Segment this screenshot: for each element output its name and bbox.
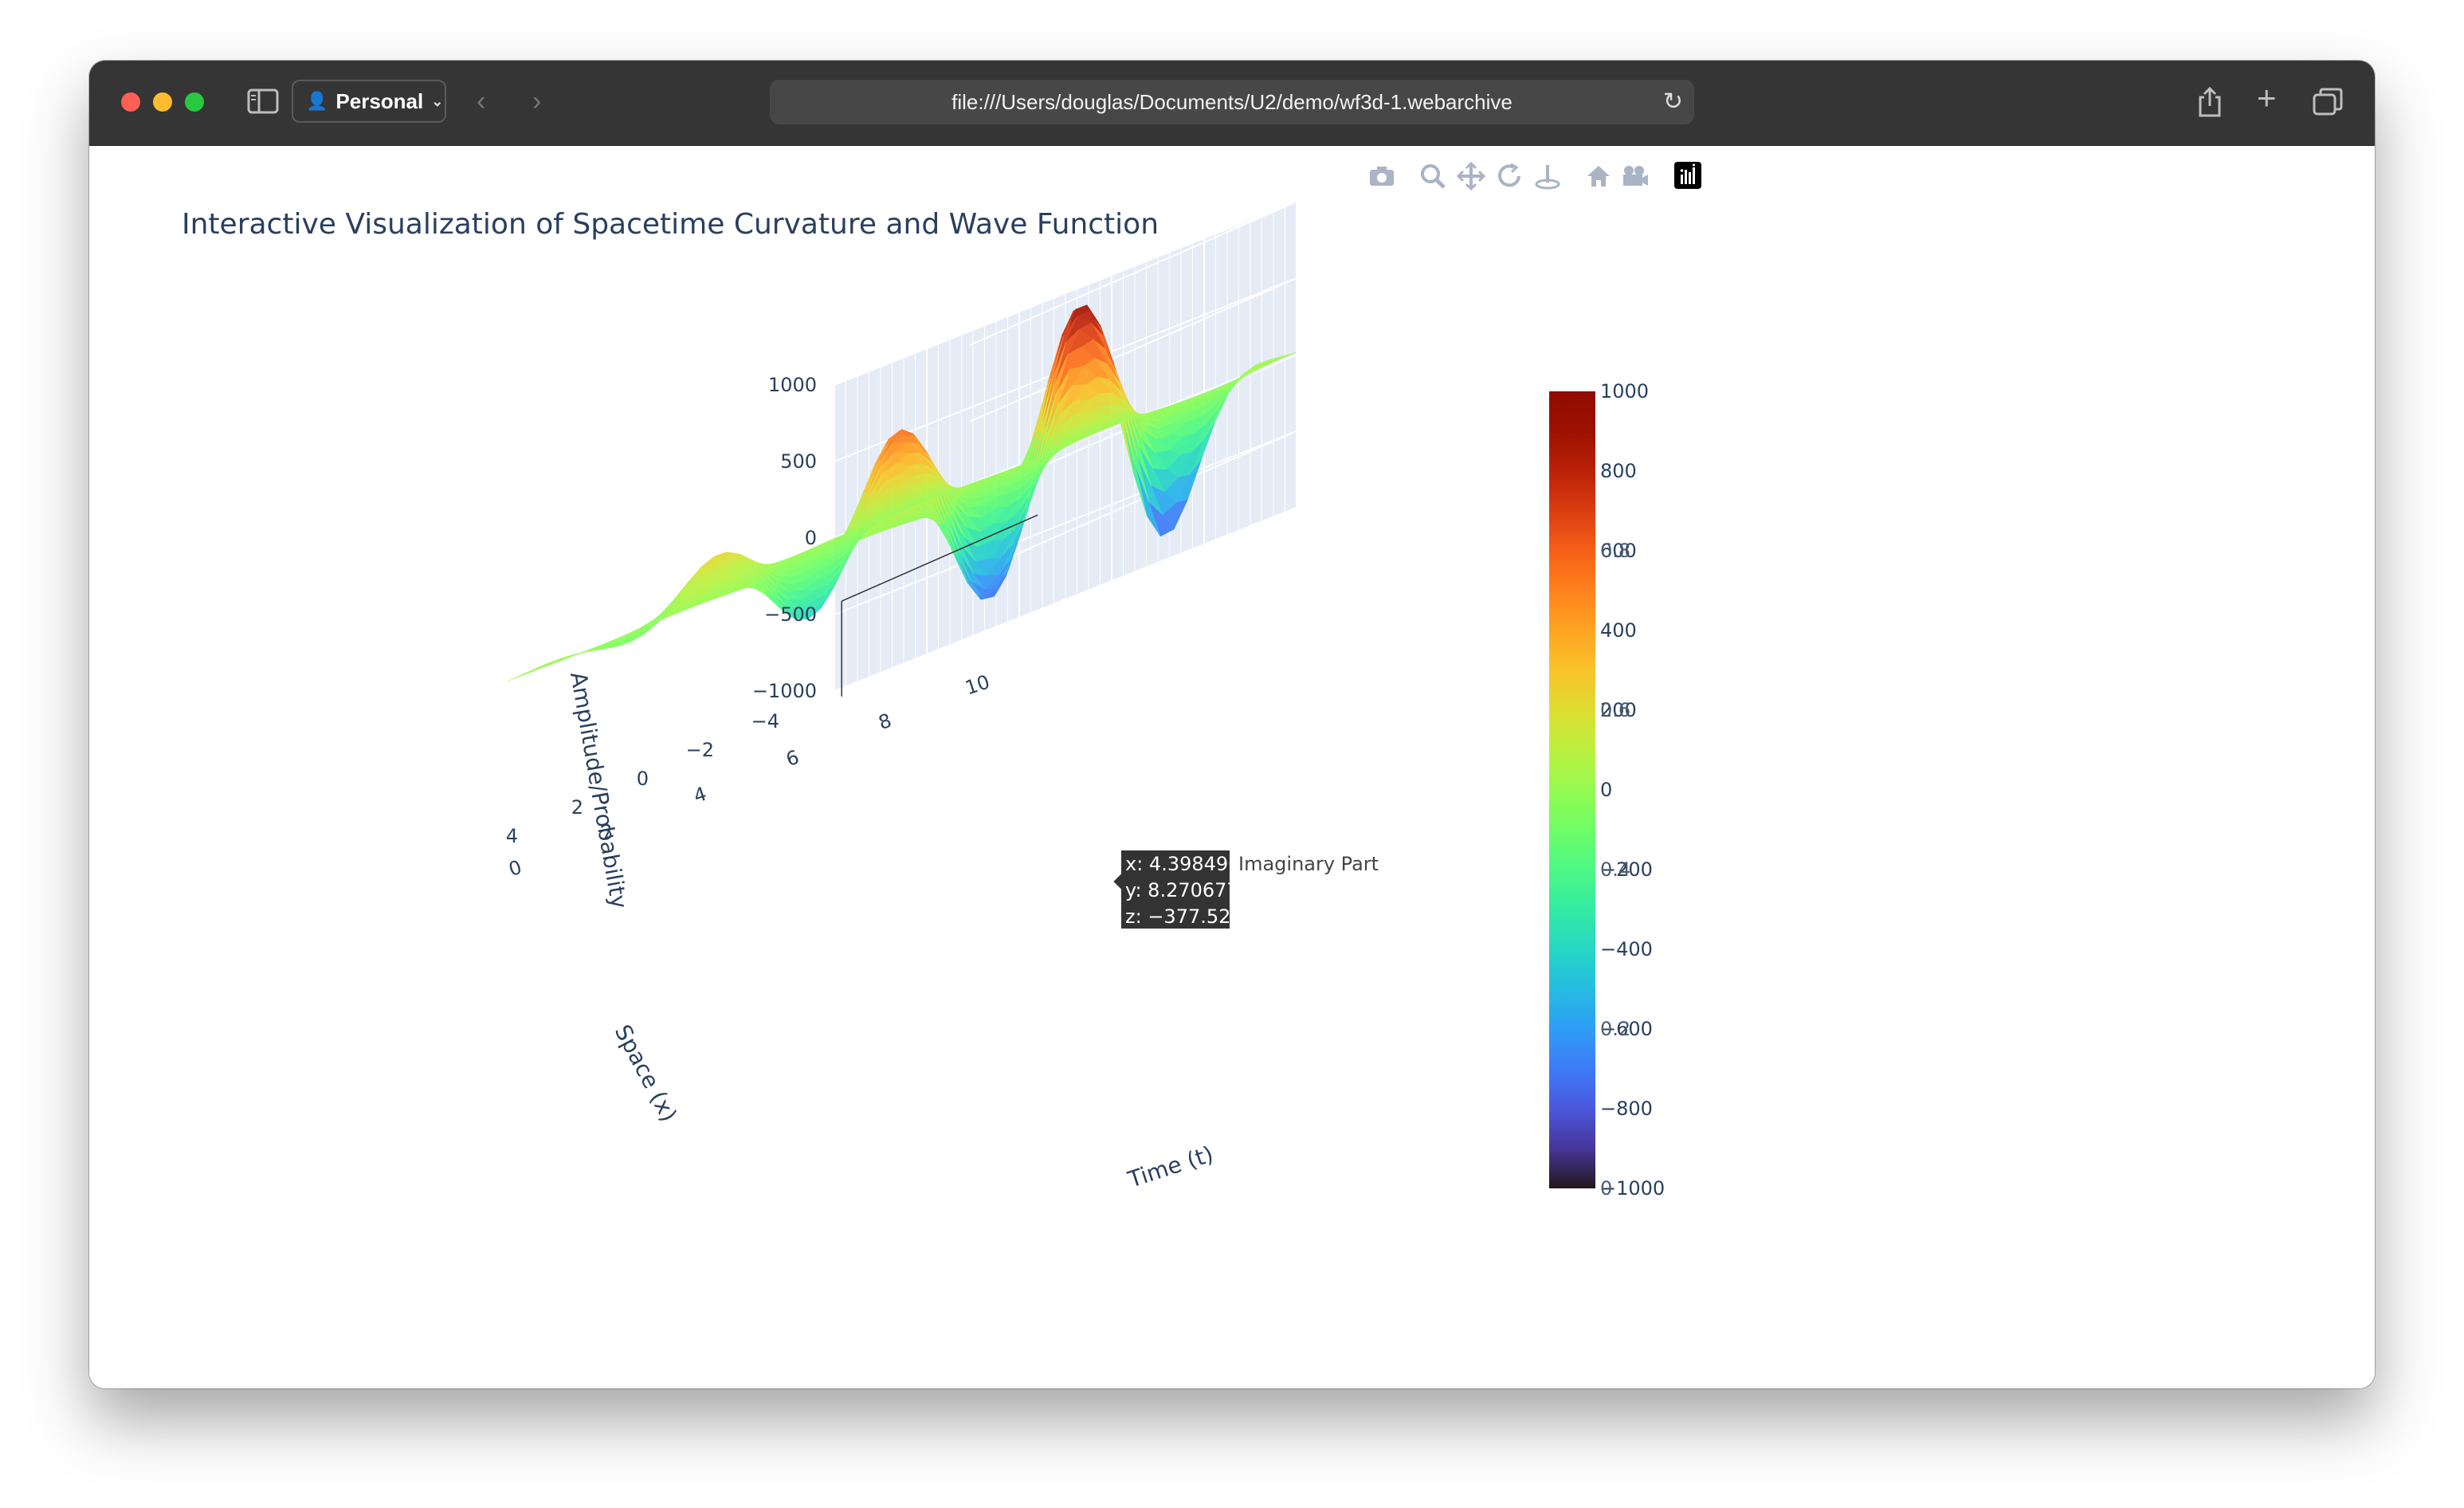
address-bar[interactable]: file:///Users/douglas/Documents/U2/demo/…	[770, 80, 1694, 124]
hover-tooltip: x: 4.398496 y: 8.270677 z: −377.528 Imagina…	[1111, 849, 1379, 930]
z-tick-label: −1000	[752, 680, 817, 702]
tab-overview-icon[interactable]	[2313, 88, 2343, 121]
person-icon: 👤	[306, 91, 328, 111]
colorbar-tick-label: 0	[1600, 779, 1612, 801]
z-tick-label: 1000	[768, 374, 817, 396]
x-tick-label: 4	[691, 783, 709, 807]
floor-gridline	[801, 521, 1265, 706]
orbit-rotation-icon[interactable]	[1495, 162, 1524, 190]
colorbar	[1549, 391, 1595, 1188]
colorbar-overlap-tick-label: 0	[1600, 1177, 1612, 1200]
hover-box	[1111, 849, 1231, 930]
y-tick-label: 4	[506, 825, 518, 847]
zoom-icon[interactable]	[1418, 162, 1447, 190]
x-tick-label: 8	[876, 709, 894, 734]
reload-icon[interactable]: ↻	[1662, 88, 1683, 115]
scene	[507, 201, 1297, 835]
profile-button[interactable]: 👤 Personal ⌄	[292, 80, 446, 123]
colorbar-tick-label: 600	[1600, 540, 1637, 562]
colorbar-tick-label: −600	[1600, 1018, 1653, 1040]
page-content: Interactive Visualization of Spacetime C…	[89, 146, 2375, 1388]
surface-patch	[507, 670, 533, 681]
colorbar-overlap-tick-label: 0.2	[1600, 1018, 1630, 1040]
browser-window: 👤 Personal ⌄ ‹ › file:///Users/douglas/D…	[89, 61, 2375, 1388]
z-axis-title: Amplitude/Probability	[565, 670, 633, 910]
surface-mesh	[507, 304, 1297, 681]
floor-gridline	[736, 550, 1199, 735]
floor-gridline	[539, 636, 1003, 821]
floor-gridline	[670, 579, 1134, 764]
x-tick-label: 10	[963, 670, 993, 699]
side-wall-gridline	[969, 277, 1297, 422]
profile-label: Personal	[335, 88, 424, 113]
back-wall-gridline	[834, 201, 1297, 386]
minimize-window-button[interactable]	[153, 92, 172, 112]
y-tick-label: 2	[571, 796, 583, 819]
y-axis-title: Space (x)	[610, 1020, 682, 1126]
camera-views-icon[interactable]	[1621, 162, 1650, 190]
spike-line-x	[841, 514, 1038, 602]
turntable-rotation-icon[interactable]	[1533, 162, 1562, 190]
y-tick-label: 0	[637, 768, 649, 790]
back-wall-gridline	[834, 507, 1297, 692]
y-tick-label: −4	[751, 710, 779, 732]
hover-value: y: 8.270677	[1125, 879, 1239, 901]
title-bar: 👤 Personal ⌄ ‹ › file:///Users/douglas/D…	[89, 61, 2375, 146]
floor-gridline	[605, 607, 1069, 792]
chevron-down-icon: ⌄	[431, 92, 444, 109]
y-tick-label: −2	[686, 739, 714, 761]
hover-trace-name: Imaginary Part	[1238, 853, 1379, 875]
x-tick-label: 0	[506, 856, 524, 881]
home-icon[interactable]	[1584, 162, 1613, 190]
url-text: file:///Users/douglas/Documents/U2/demo/…	[951, 89, 1513, 114]
hover-value: x: 4.398496	[1125, 853, 1240, 875]
back-icon[interactable]: ‹	[477, 86, 486, 116]
pan-icon[interactable]	[1456, 161, 1486, 191]
side-wall-gridline	[969, 507, 1297, 652]
zoom-window-button[interactable]	[185, 92, 204, 112]
z-tick-label: −500	[764, 603, 817, 626]
close-window-button[interactable]	[121, 92, 140, 112]
colorbar-overlap-tick-label: 0.4	[1600, 858, 1630, 881]
new-tab-icon[interactable]: +	[2257, 79, 2277, 116]
x-tick-label: 6	[783, 746, 802, 771]
colorbar-tick-label: −400	[1600, 938, 1653, 960]
colorbar-tick-label: −200	[1600, 858, 1653, 881]
side-wall-gridline	[969, 430, 1297, 575]
sidebar-toggle-icon[interactable]	[247, 88, 279, 120]
colorbar-tick-label: −1000	[1600, 1177, 1665, 1200]
colorbar-overlap-tick-label: 0.6	[1600, 699, 1630, 721]
back-wall-gridline	[834, 430, 1297, 615]
z-tick-label: 0	[805, 527, 817, 549]
colorbar-tick-label: 800	[1600, 460, 1637, 482]
plotly-logo-icon[interactable]	[1673, 162, 1702, 190]
hover-value: z: −377.528	[1125, 905, 1243, 928]
side-wall-gridline	[969, 201, 1297, 346]
colorbar-tick-label: −800	[1600, 1098, 1653, 1120]
camera-icon[interactable]	[1367, 162, 1396, 190]
forward-icon[interactable]: ›	[532, 86, 542, 116]
x-axis-title: Time (t)	[1124, 1141, 1217, 1193]
colorbar-tick-label: 200	[1600, 699, 1637, 721]
plot-title: Interactive Visualization of Spacetime C…	[182, 208, 1159, 241]
plotly-modebar	[89, 157, 2375, 197]
colorbar-tick-label: 1000	[1600, 380, 1649, 403]
share-icon[interactable]	[2196, 86, 2223, 123]
colorbar-tick-label: 400	[1600, 619, 1637, 642]
z-tick-label: 500	[780, 450, 817, 473]
colorbar-overlap-tick-label: 0.8	[1600, 540, 1630, 562]
